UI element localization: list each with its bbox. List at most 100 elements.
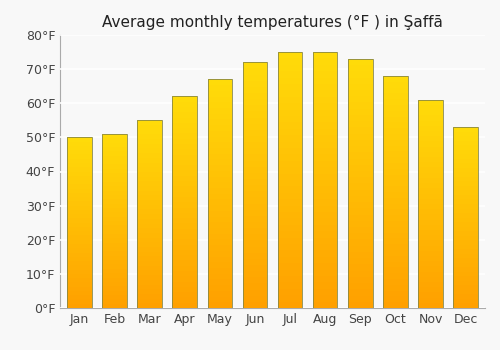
Bar xyxy=(67,274,92,278)
Bar xyxy=(102,243,126,247)
Bar xyxy=(67,214,92,218)
Bar xyxy=(278,187,302,193)
Bar xyxy=(383,146,407,151)
Bar xyxy=(313,78,338,84)
Bar xyxy=(454,240,478,245)
Bar xyxy=(67,193,92,197)
Bar xyxy=(242,154,267,161)
Bar xyxy=(418,110,443,116)
Bar xyxy=(313,199,338,206)
Bar xyxy=(454,127,478,308)
Bar xyxy=(67,265,92,270)
Bar xyxy=(278,238,302,244)
Bar xyxy=(208,251,232,257)
Bar xyxy=(278,122,302,129)
Bar xyxy=(313,84,338,90)
Bar xyxy=(418,157,443,162)
Bar xyxy=(383,76,407,308)
Bar xyxy=(454,204,478,209)
Bar xyxy=(138,271,162,275)
Bar xyxy=(278,129,302,135)
Bar xyxy=(454,145,478,150)
Bar xyxy=(418,188,443,194)
Bar xyxy=(313,180,338,187)
Bar xyxy=(313,122,338,129)
Bar xyxy=(67,137,92,142)
Bar xyxy=(418,251,443,256)
Bar xyxy=(418,230,443,235)
Bar xyxy=(67,201,92,206)
Bar xyxy=(313,52,338,58)
Bar xyxy=(418,292,443,298)
Bar xyxy=(348,227,372,233)
Bar xyxy=(172,250,197,255)
Bar xyxy=(102,265,126,269)
Bar xyxy=(278,174,302,180)
Bar xyxy=(67,261,92,265)
Bar xyxy=(102,304,126,308)
Bar xyxy=(454,276,478,281)
Bar xyxy=(208,274,232,279)
Bar xyxy=(208,79,232,85)
Bar xyxy=(67,146,92,150)
Bar xyxy=(348,127,372,134)
Bar xyxy=(418,287,443,292)
Bar xyxy=(102,182,126,186)
Bar xyxy=(172,176,197,181)
Bar xyxy=(172,298,197,303)
Bar xyxy=(454,154,478,159)
Bar xyxy=(418,168,443,173)
Bar xyxy=(278,295,302,302)
Bar xyxy=(418,136,443,141)
Bar xyxy=(418,235,443,240)
Bar xyxy=(313,276,338,282)
Bar xyxy=(172,165,197,170)
Bar xyxy=(102,299,126,304)
Bar xyxy=(138,186,162,191)
Bar xyxy=(138,195,162,200)
Bar xyxy=(208,114,232,119)
Bar xyxy=(348,258,372,264)
Bar xyxy=(208,302,232,308)
Bar xyxy=(172,234,197,239)
Bar xyxy=(383,279,407,285)
Bar xyxy=(138,139,162,144)
Bar xyxy=(242,240,267,246)
Bar xyxy=(242,105,267,111)
Bar xyxy=(67,304,92,308)
Bar xyxy=(383,175,407,180)
Bar xyxy=(454,267,478,272)
Bar xyxy=(278,231,302,238)
Bar xyxy=(454,159,478,163)
Bar xyxy=(278,225,302,231)
Bar xyxy=(313,289,338,295)
Bar xyxy=(348,134,372,140)
Bar xyxy=(348,208,372,215)
Bar xyxy=(418,152,443,157)
Bar xyxy=(383,238,407,244)
Bar xyxy=(383,169,407,175)
Bar xyxy=(454,127,478,308)
Bar xyxy=(138,285,162,289)
Bar xyxy=(348,295,372,302)
Bar xyxy=(348,96,372,103)
Bar xyxy=(172,128,197,133)
Bar xyxy=(102,256,126,260)
Bar xyxy=(313,193,338,199)
Bar xyxy=(242,302,267,308)
Bar xyxy=(208,182,232,188)
Bar xyxy=(242,289,267,296)
Bar xyxy=(172,181,197,186)
Bar xyxy=(278,276,302,282)
Bar xyxy=(418,219,443,225)
Bar xyxy=(242,259,267,265)
Bar xyxy=(102,238,126,243)
Bar xyxy=(208,199,232,205)
Bar xyxy=(208,165,232,171)
Bar xyxy=(102,282,126,286)
Bar xyxy=(208,285,232,291)
Bar xyxy=(242,191,267,197)
Bar xyxy=(383,273,407,279)
Bar xyxy=(313,257,338,263)
Bar xyxy=(242,87,267,93)
